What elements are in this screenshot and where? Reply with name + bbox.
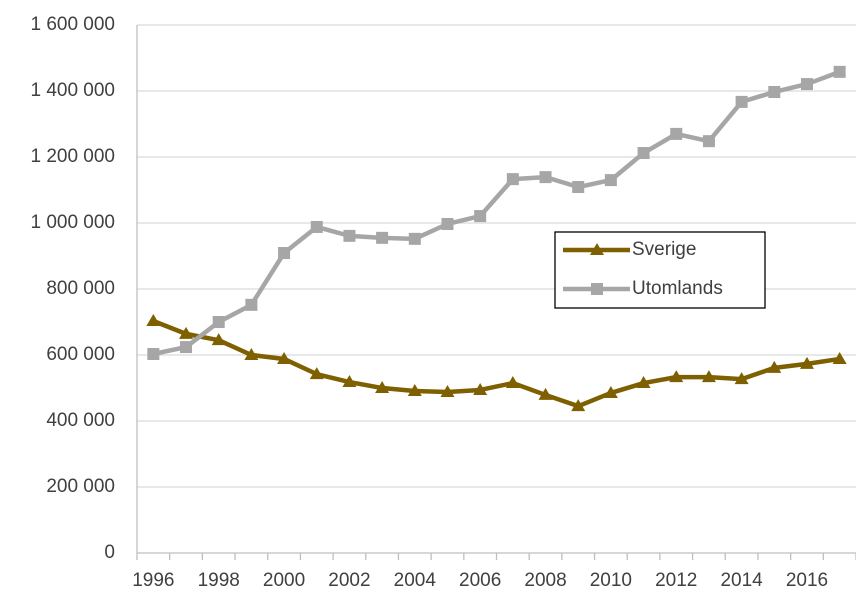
y-tick-label: 200 000 <box>46 476 115 497</box>
x-tick-label: 2016 <box>786 570 828 591</box>
point <box>310 220 323 233</box>
x-tick-label: 2004 <box>394 570 437 591</box>
x-tick-label: 2000 <box>263 570 305 591</box>
legend-box <box>554 231 766 309</box>
legend-label: Utomlands <box>632 278 723 299</box>
point <box>277 351 292 364</box>
point <box>604 174 617 187</box>
point <box>603 385 618 398</box>
x-tick-label: 2006 <box>459 570 501 591</box>
point <box>669 370 684 383</box>
point <box>800 78 813 91</box>
point <box>474 210 487 223</box>
point <box>735 95 748 108</box>
y-tick-label: 1 000 000 <box>30 212 115 233</box>
y-tick-label: 1 200 000 <box>30 146 115 167</box>
series-line <box>152 318 840 409</box>
point <box>670 127 683 140</box>
point <box>538 387 553 400</box>
x-tick-label: 2010 <box>590 570 632 591</box>
point <box>180 341 193 354</box>
legend-label: Sverige <box>632 239 696 260</box>
point <box>702 135 715 148</box>
y-tick-label: 0 <box>104 542 115 563</box>
point <box>572 181 585 194</box>
point <box>343 229 356 242</box>
x-tick-label: 2008 <box>524 570 566 591</box>
point <box>440 384 455 397</box>
point <box>309 367 324 380</box>
point <box>734 372 749 385</box>
x-tick-label: 1998 <box>198 570 240 591</box>
x-tick-label: 2014 <box>720 570 763 591</box>
point <box>767 360 782 373</box>
x-tick-label: 2002 <box>328 570 370 591</box>
point <box>146 314 161 327</box>
point <box>799 356 814 369</box>
point <box>505 376 520 389</box>
point <box>211 333 226 346</box>
point <box>408 232 421 245</box>
x-tick-label: 2012 <box>655 570 697 591</box>
point <box>245 298 258 311</box>
y-tick-label: 600 000 <box>46 344 115 365</box>
y-tick-label: 1 400 000 <box>30 80 115 101</box>
point <box>539 171 552 184</box>
point <box>147 348 160 361</box>
y-tick-label: 1 600 000 <box>30 14 115 35</box>
y-tick-label: 400 000 <box>46 410 115 431</box>
point <box>637 147 650 160</box>
point <box>833 65 846 78</box>
point <box>244 348 259 360</box>
y-tick-label: 800 000 <box>46 278 115 299</box>
point <box>179 326 194 339</box>
point <box>375 381 390 393</box>
point <box>571 399 586 412</box>
point <box>212 316 225 328</box>
point <box>342 375 357 388</box>
legend-marker <box>590 243 604 255</box>
point <box>441 217 454 230</box>
point <box>768 85 781 98</box>
point <box>407 383 422 396</box>
point <box>506 173 519 186</box>
x-tick-label: 1996 <box>132 570 174 591</box>
point <box>701 370 716 383</box>
series-line <box>152 69 841 357</box>
legend-marker <box>591 283 603 295</box>
point <box>376 231 389 244</box>
point <box>832 351 847 364</box>
point <box>278 247 291 260</box>
point <box>636 376 651 389</box>
point <box>473 382 488 395</box>
